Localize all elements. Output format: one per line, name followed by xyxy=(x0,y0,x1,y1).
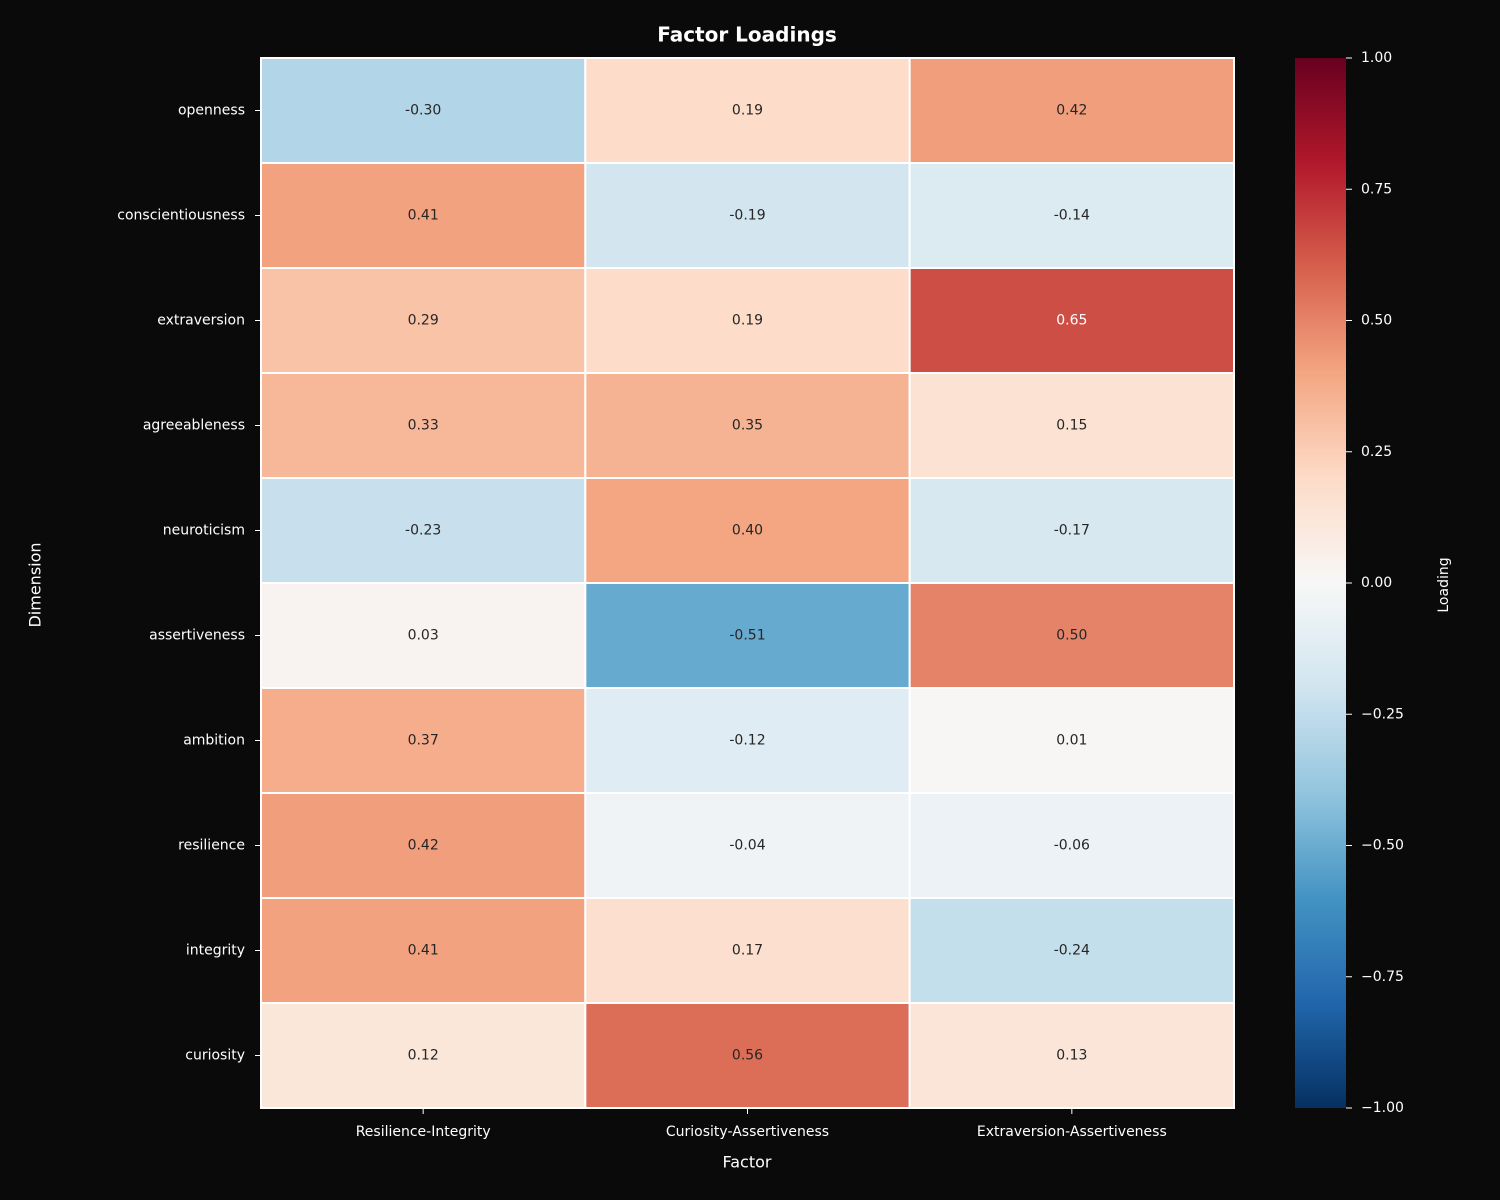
x-axis-title: Factor xyxy=(723,1153,772,1172)
colorbar-tick-label: 0.75 xyxy=(1361,181,1392,197)
cell-label: 0.50 xyxy=(1056,628,1087,644)
y-tick-label: conscientiousness xyxy=(117,208,245,224)
cell-label: -0.14 xyxy=(1054,208,1090,224)
cell-label: 0.42 xyxy=(408,838,439,854)
colorbar-tick-label: −1.00 xyxy=(1361,1100,1404,1116)
cell-label: 0.35 xyxy=(732,418,763,434)
cell-label: 0.41 xyxy=(408,208,439,224)
heatmap-cell xyxy=(260,477,587,584)
cell-label: -0.24 xyxy=(1054,943,1090,959)
heatmap-cell xyxy=(584,1002,911,1109)
colorbar-tick-label: 1.00 xyxy=(1361,50,1392,66)
cell-label: 0.19 xyxy=(732,103,763,119)
cell-label: 0.13 xyxy=(1056,1048,1087,1064)
cell-label: -0.06 xyxy=(1054,838,1090,854)
heatmap-cell xyxy=(584,792,911,899)
heatmap-cell xyxy=(908,477,1236,584)
x-tick-label: Extraversion-Assertiveness xyxy=(977,1124,1167,1140)
y-tick-label: ambition xyxy=(183,733,245,749)
heatmap-cell xyxy=(908,897,1236,1004)
cell-label: 0.03 xyxy=(408,628,439,644)
heatmap-cell xyxy=(584,687,911,794)
y-tick-label: assertiveness xyxy=(149,628,245,644)
heatmap-cell xyxy=(908,267,1236,374)
y-tick-label: neuroticism xyxy=(163,523,245,539)
cell-label: 0.15 xyxy=(1056,418,1087,434)
cell-label: 0.37 xyxy=(408,733,439,749)
heatmap-cell xyxy=(584,897,911,1004)
cell-label: -0.19 xyxy=(729,208,765,224)
y-tick-label: openness xyxy=(178,103,245,119)
heatmap-cell xyxy=(908,792,1236,899)
cell-label: 0.42 xyxy=(1056,103,1087,119)
heatmap-cell xyxy=(260,162,587,269)
cell-label: 0.56 xyxy=(732,1048,763,1064)
x-tick-label: Curiosity-Assertiveness xyxy=(666,1124,829,1140)
heatmap-cell xyxy=(584,582,911,689)
colorbar-tick-label: 0.00 xyxy=(1361,575,1392,591)
heatmap-cell xyxy=(908,1002,1236,1109)
y-tick-label: integrity xyxy=(186,943,245,959)
y-axis-title: Dimension xyxy=(26,542,45,627)
y-tick-label: agreeableness xyxy=(143,418,245,434)
cell-label: -0.12 xyxy=(729,733,765,749)
x-tick-label: Resilience-Integrity xyxy=(356,1124,491,1140)
y-tick-label: extraversion xyxy=(157,313,245,329)
cell-label: 0.29 xyxy=(408,313,439,329)
cell-label: 0.65 xyxy=(1056,313,1087,329)
heatmap-cell xyxy=(908,162,1236,269)
chart-title: Factor Loadings xyxy=(657,23,837,47)
cell-label: 0.41 xyxy=(408,943,439,959)
cell-label: 0.40 xyxy=(732,523,763,539)
colorbar xyxy=(1295,58,1346,1108)
cell-label: -0.23 xyxy=(405,523,441,539)
y-tick-label: resilience xyxy=(178,838,245,854)
cell-label: 0.33 xyxy=(408,418,439,434)
heatmap-cell xyxy=(260,57,587,164)
cell-label: -0.04 xyxy=(729,838,765,854)
colorbar-tick-label: −0.25 xyxy=(1361,706,1404,722)
colorbar-title: Loading xyxy=(1436,557,1452,612)
cell-label: 0.17 xyxy=(732,943,763,959)
heatmap-cell xyxy=(260,1002,587,1109)
cell-label: -0.17 xyxy=(1054,523,1090,539)
cell-label: 0.01 xyxy=(1056,733,1087,749)
colorbar-tick-label: 0.50 xyxy=(1361,313,1392,329)
cell-label: -0.30 xyxy=(405,103,441,119)
heatmap-cell xyxy=(260,267,587,374)
colorbar-tick-label: −0.50 xyxy=(1361,838,1404,854)
cell-label: 0.19 xyxy=(732,313,763,329)
heatmap-cell xyxy=(260,687,587,794)
heatmap-cell xyxy=(584,267,911,374)
cell-label: -0.51 xyxy=(729,628,765,644)
cell-label: 0.12 xyxy=(408,1048,439,1064)
colorbar-tick-label: −0.75 xyxy=(1361,969,1404,985)
colorbar-tick-label: 0.25 xyxy=(1361,444,1392,460)
heatmap-cell xyxy=(584,477,911,584)
heatmap-cell xyxy=(908,687,1236,794)
y-tick-label: curiosity xyxy=(185,1048,245,1064)
